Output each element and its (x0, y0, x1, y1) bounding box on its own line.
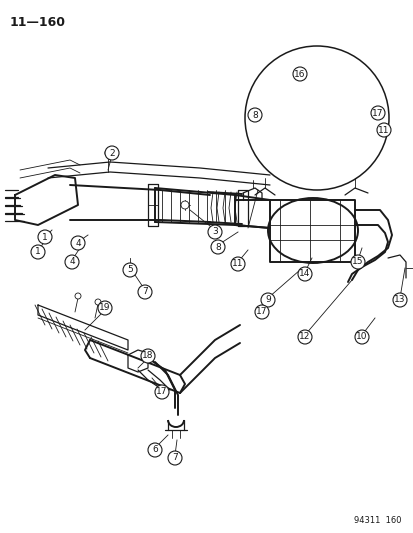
Text: 1: 1 (42, 232, 48, 241)
Text: 11: 11 (377, 125, 389, 134)
Circle shape (211, 240, 224, 254)
Circle shape (297, 330, 311, 344)
Text: 8: 8 (215, 243, 221, 252)
Text: 11: 11 (232, 260, 243, 269)
Circle shape (75, 293, 81, 299)
Circle shape (138, 285, 152, 299)
Circle shape (244, 46, 388, 190)
Text: 7: 7 (142, 287, 147, 296)
Text: 11—160: 11—160 (10, 16, 66, 29)
Text: 4: 4 (69, 257, 75, 266)
Circle shape (254, 305, 268, 319)
Circle shape (370, 106, 384, 120)
Text: 18: 18 (142, 351, 153, 360)
Text: 17: 17 (256, 308, 267, 317)
Text: 16: 16 (294, 69, 305, 78)
Text: 14: 14 (299, 270, 310, 279)
Circle shape (154, 385, 169, 399)
Text: 15: 15 (351, 257, 363, 266)
Circle shape (31, 245, 45, 259)
Circle shape (65, 255, 79, 269)
Text: 1: 1 (35, 247, 41, 256)
Circle shape (354, 330, 368, 344)
Circle shape (147, 443, 161, 457)
Text: 6: 6 (152, 446, 157, 455)
Circle shape (95, 299, 101, 305)
Circle shape (260, 293, 274, 307)
Text: 17: 17 (371, 109, 383, 117)
Circle shape (123, 263, 137, 277)
Circle shape (350, 255, 364, 269)
Circle shape (105, 150, 111, 156)
Text: 3: 3 (211, 228, 217, 237)
Circle shape (38, 230, 52, 244)
Circle shape (98, 301, 112, 315)
Text: 10: 10 (356, 333, 367, 342)
Text: 7: 7 (172, 454, 178, 463)
Text: 12: 12 (299, 333, 310, 342)
Circle shape (71, 236, 85, 250)
Text: 94311  160: 94311 160 (354, 516, 401, 525)
Circle shape (392, 293, 406, 307)
Text: 17: 17 (156, 387, 167, 397)
Circle shape (376, 123, 390, 137)
Text: 13: 13 (393, 295, 405, 304)
Circle shape (180, 201, 189, 209)
Text: 2: 2 (109, 149, 114, 157)
Circle shape (292, 67, 306, 81)
Text: 5: 5 (127, 265, 133, 274)
Circle shape (168, 451, 182, 465)
Circle shape (207, 225, 221, 239)
Text: 4: 4 (75, 238, 81, 247)
Text: 8: 8 (252, 110, 257, 119)
Circle shape (105, 146, 119, 160)
Circle shape (297, 267, 311, 281)
Circle shape (141, 349, 154, 363)
Text: 9: 9 (264, 295, 270, 304)
Circle shape (230, 257, 244, 271)
Circle shape (247, 108, 261, 122)
Text: 19: 19 (99, 303, 111, 312)
